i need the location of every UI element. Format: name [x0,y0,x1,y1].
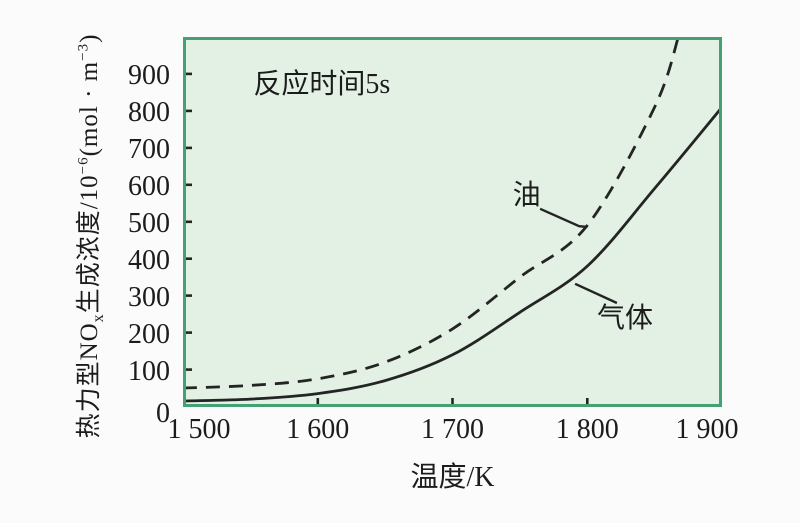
x-tick-label: 1 500 [167,414,231,445]
x-tick-label: 1 900 [675,414,739,445]
series-label-oil-pointer [539,207,588,229]
x-tick-label: 1 600 [286,414,350,445]
y-tick-label: 800 [128,96,170,128]
y-tick-label: 900 [128,59,170,91]
plot-area: 反应时间5s 油气体 [183,37,722,407]
series-label-oil: 油 [512,179,541,211]
y-tick-label: 400 [128,244,170,276]
y-tick-label: 0 [156,397,170,429]
x-tick-label: 1 700 [421,414,484,445]
gas-curve [183,106,722,403]
y-tick-label: 700 [128,133,170,165]
y-tick-label: 500 [128,207,170,239]
x-axis-title: 温度/K [410,462,495,493]
annotation-reaction-time: 反应时间5s [253,69,391,101]
series-label-gas: 气体 [596,302,653,334]
y-tick-label: 300 [128,281,170,313]
y-tick-label: 600 [128,170,170,202]
oil-curve [183,37,680,390]
series-label-gas-pointer [574,282,618,305]
y-tick-label: 200 [128,318,170,350]
x-tick-label: 1 800 [555,414,619,445]
y-tick-label: 100 [128,355,170,387]
